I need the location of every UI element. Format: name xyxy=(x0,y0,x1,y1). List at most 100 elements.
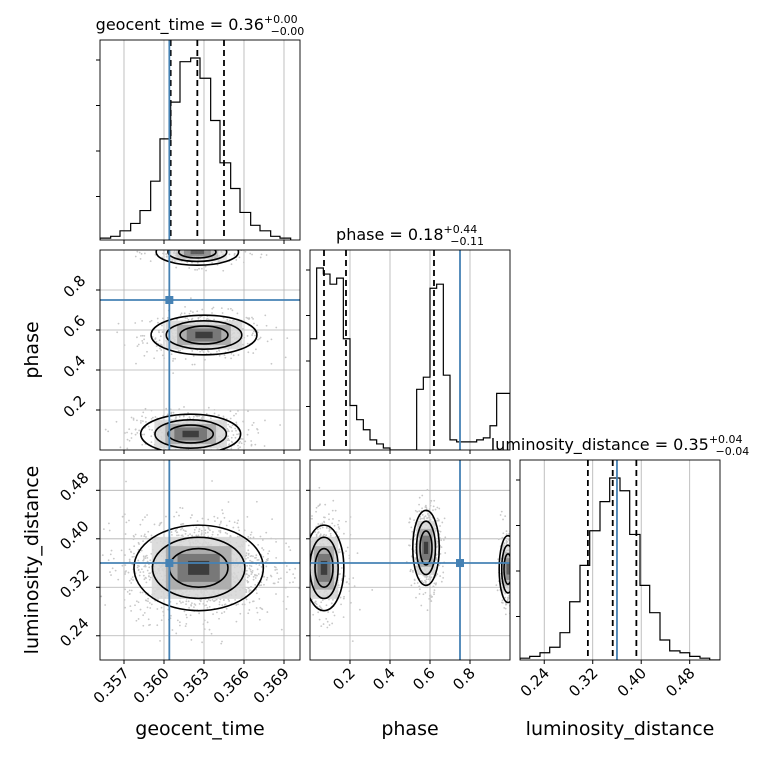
sample-point xyxy=(256,331,259,334)
sample-point xyxy=(232,434,235,436)
sample-point xyxy=(205,604,208,607)
sample-point xyxy=(267,552,269,555)
contour-line xyxy=(139,413,242,450)
sample-point xyxy=(146,606,149,609)
sample-point xyxy=(425,508,428,511)
sample-point xyxy=(128,560,131,563)
sample-point xyxy=(254,556,257,559)
sample-point xyxy=(233,521,236,524)
sample-point xyxy=(318,504,321,507)
sample-point xyxy=(221,312,224,314)
sample-point xyxy=(255,348,257,351)
sample-point xyxy=(246,576,249,579)
sample-point xyxy=(285,565,288,567)
sample-point xyxy=(228,253,231,256)
sample-point xyxy=(230,447,233,450)
sample-point xyxy=(199,599,202,602)
sample-point xyxy=(262,548,265,551)
sample-point xyxy=(207,518,210,521)
sample-point xyxy=(130,578,133,580)
sample-point xyxy=(223,516,226,519)
sample-point xyxy=(209,529,211,532)
sample-point xyxy=(267,557,269,560)
sample-point xyxy=(441,565,444,568)
sample-point xyxy=(418,503,420,506)
sample-point xyxy=(349,516,352,518)
sample-point xyxy=(117,578,120,581)
sample-point xyxy=(237,603,239,606)
sample-point xyxy=(252,421,255,424)
sample-point xyxy=(138,574,141,577)
sample-point xyxy=(502,532,505,535)
sample-point xyxy=(328,624,331,626)
sample-point xyxy=(182,529,185,532)
sample-point xyxy=(256,428,259,431)
sample-point xyxy=(245,552,248,555)
sample-point xyxy=(274,569,277,571)
sample-point xyxy=(205,269,207,272)
sample-point xyxy=(150,603,153,606)
sample-point xyxy=(432,509,434,512)
contour-line xyxy=(503,553,510,585)
sample-point xyxy=(328,513,330,516)
sample-point xyxy=(255,500,258,503)
sample-point xyxy=(137,559,140,562)
sample-point xyxy=(213,318,215,321)
sample-point xyxy=(258,584,261,587)
sample-point xyxy=(425,578,428,581)
sample-point xyxy=(227,437,230,440)
sample-point xyxy=(322,623,325,625)
sample-point xyxy=(120,549,123,552)
sample-point xyxy=(130,416,133,419)
sample-point xyxy=(136,432,139,434)
sample-point xyxy=(427,578,430,581)
sample-point xyxy=(254,577,257,579)
sample-point xyxy=(198,528,201,531)
panel-frame xyxy=(99,459,301,661)
sample-point xyxy=(150,418,153,420)
sample-point xyxy=(204,529,207,532)
sample-point xyxy=(350,601,352,604)
contour-line xyxy=(179,325,229,345)
sample-point xyxy=(352,577,355,579)
sample-point xyxy=(424,591,427,594)
sample-point xyxy=(201,308,204,311)
sample-point xyxy=(248,609,251,611)
sample-point xyxy=(172,357,175,360)
sample-point xyxy=(273,565,276,568)
sample-point xyxy=(143,578,146,581)
sample-point xyxy=(144,516,146,519)
sample-point xyxy=(239,446,241,449)
sample-point xyxy=(239,440,242,443)
density-cell xyxy=(195,331,213,339)
sample-point xyxy=(191,514,193,516)
sample-point xyxy=(504,613,507,616)
sample-point xyxy=(326,620,329,623)
sample-point xyxy=(148,428,151,431)
sample-point xyxy=(426,488,429,491)
sample-point xyxy=(196,310,199,313)
sample-point xyxy=(180,312,183,315)
sample-point xyxy=(211,312,213,314)
sample-point xyxy=(248,590,251,593)
sample-point xyxy=(430,576,433,579)
sample-point xyxy=(275,556,278,559)
sample-point xyxy=(262,555,265,558)
sample-point xyxy=(507,538,510,541)
sample-point xyxy=(328,598,330,601)
sample-point xyxy=(435,542,438,544)
sample-point xyxy=(202,525,204,528)
sample-point xyxy=(421,517,423,520)
sample-point xyxy=(203,628,206,631)
sample-point xyxy=(260,584,263,587)
sample-point xyxy=(442,577,445,579)
sample-point xyxy=(173,515,176,518)
sample-point xyxy=(223,603,226,606)
sample-point xyxy=(185,530,187,533)
sample-point xyxy=(174,530,177,532)
sample-point xyxy=(160,349,163,351)
sample-point xyxy=(418,588,421,590)
sample-point xyxy=(416,510,419,513)
sample-point xyxy=(227,423,230,426)
sample-point xyxy=(201,517,204,520)
